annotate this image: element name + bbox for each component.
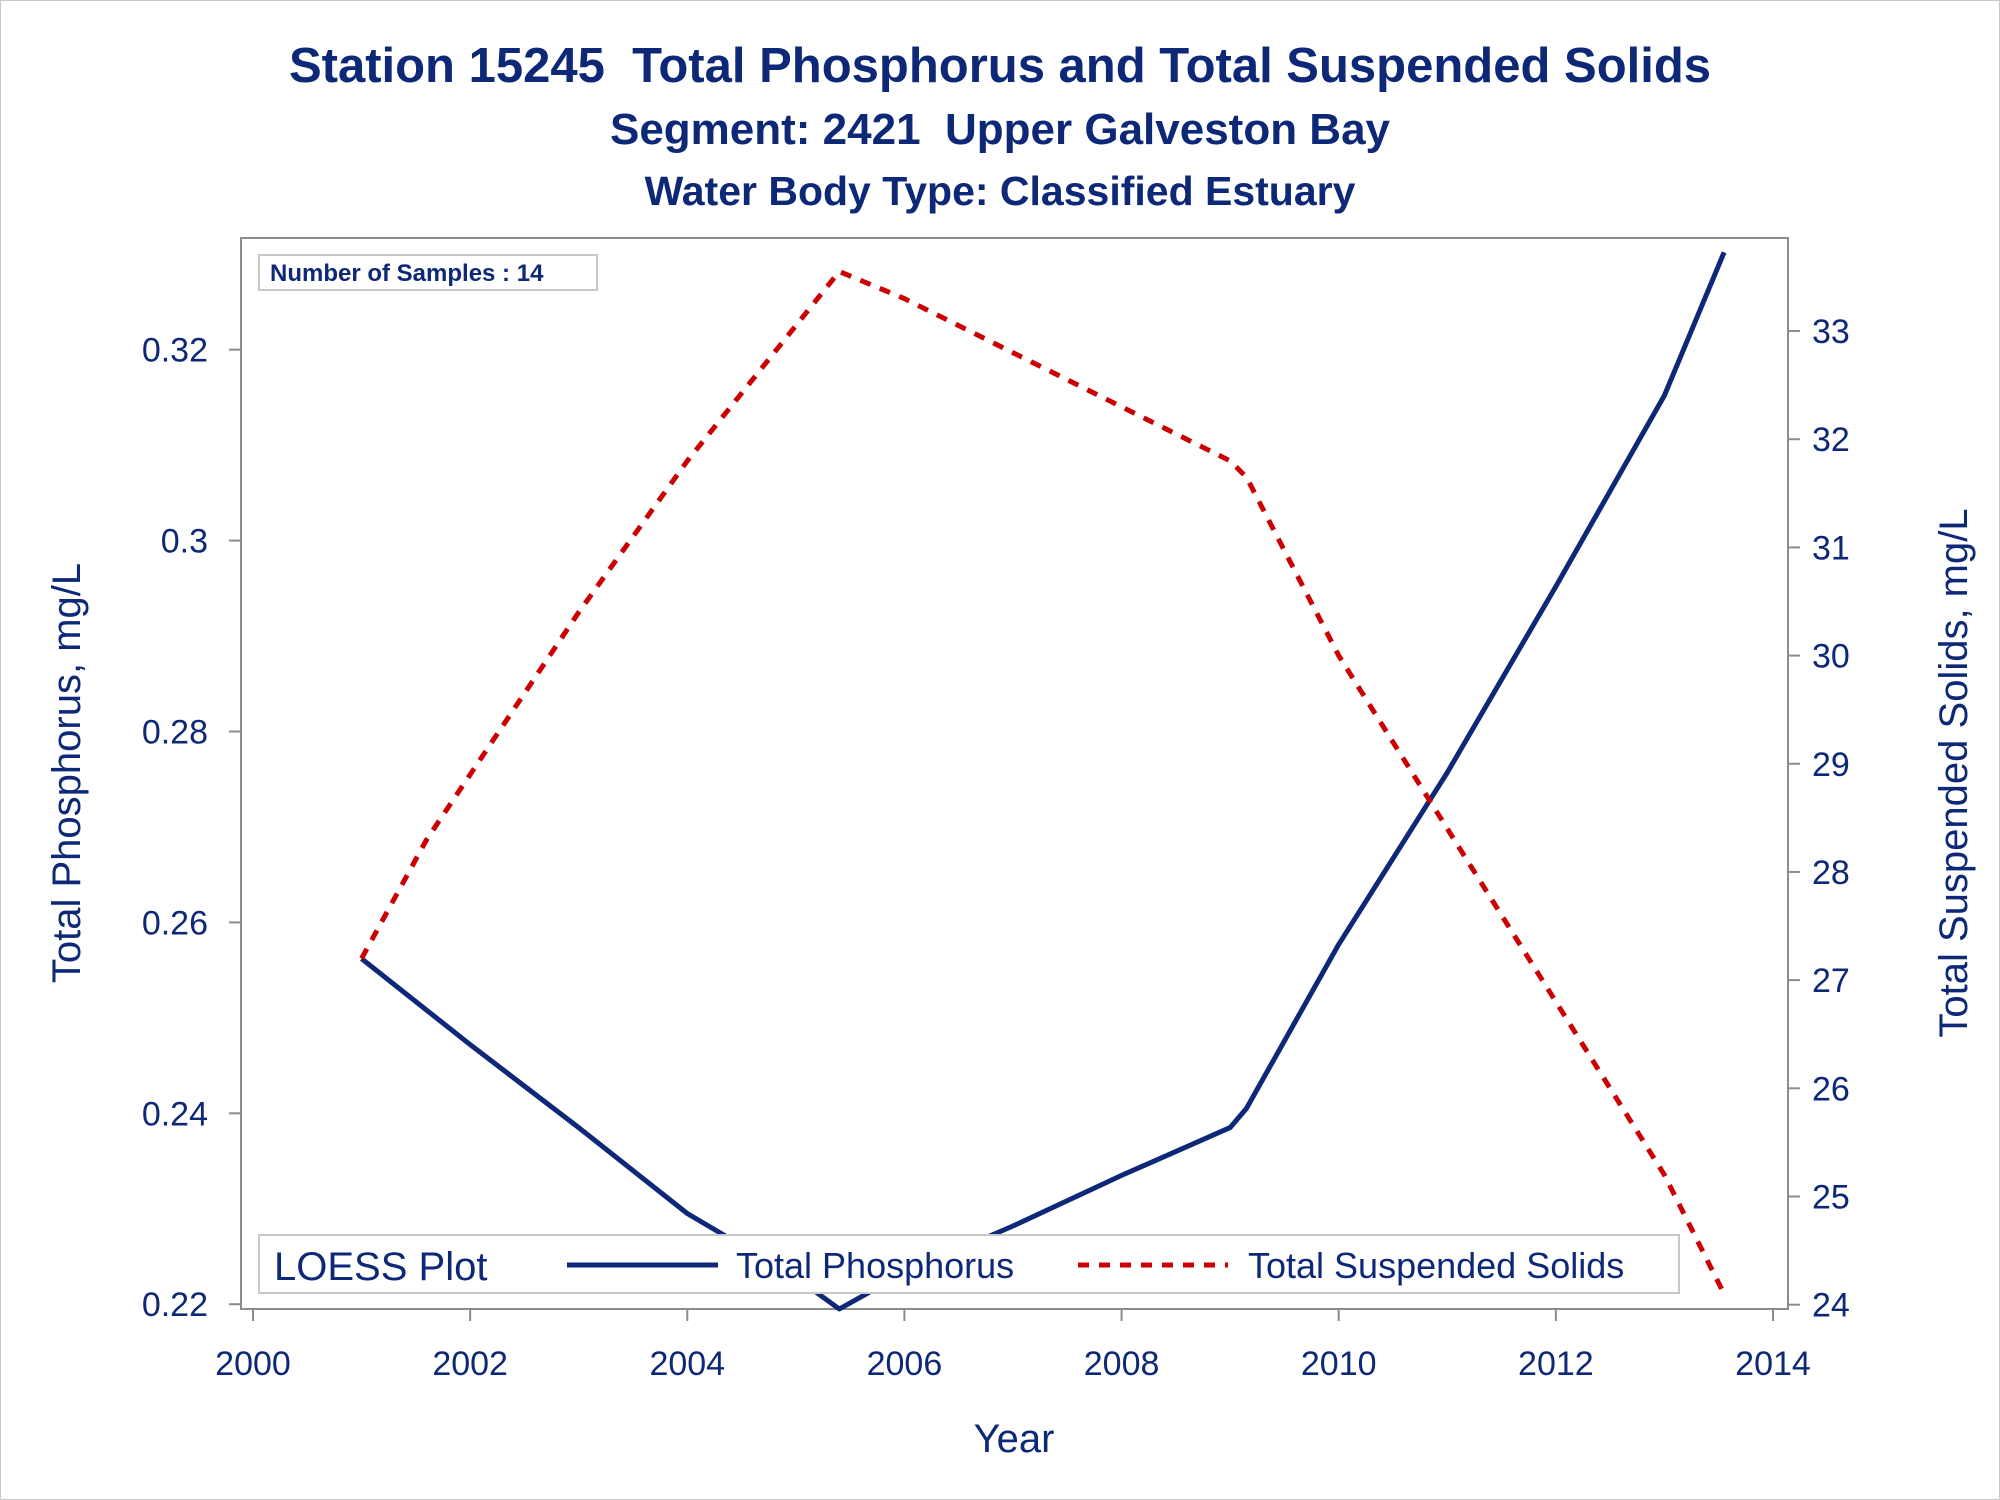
x-axis: 2000 2002 2004 2006 2008 2010 2012 2014 (215, 1309, 1811, 1383)
chart-title: Station 15245 Total Phosphorus and Total… (288, 39, 1712, 93)
y2-tick-label: 31 (1812, 529, 1850, 567)
legend: LOESS Plot Total Phosphorus Total Suspen… (258, 1234, 1680, 1294)
legend-box (258, 1234, 1680, 1294)
y2-tick-label: 33 (1812, 313, 1850, 351)
y-axis-left-title: Total Phosphorus, mg/L (45, 563, 89, 983)
legend-label-total-phosphorus: Total Phosphorus (736, 1245, 1014, 1286)
series-line-total-phosphorus (360, 251, 1727, 1312)
x-tick-label: 2010 (1301, 1345, 1377, 1383)
y2-tick-label: 26 (1812, 1070, 1850, 1108)
sample-count-inset: Number of Samples : 14 (258, 254, 598, 291)
legend-label-total-suspended-solids: Total Suspended Solids (1248, 1245, 1624, 1286)
y2-tick-label: 24 (1812, 1287, 1850, 1325)
y2-tick-label: 28 (1812, 854, 1850, 892)
x-tick-label: 2012 (1518, 1345, 1594, 1383)
y-axis-left: 0.22 0.24 0.26 0.28 0.3 0.32 (142, 332, 241, 1324)
y2-tick-label: 25 (1812, 1178, 1850, 1216)
plot-area (240, 237, 1789, 1310)
sample-count-text: Number of Samples : 14 (270, 260, 544, 287)
y-tick-label: 0.32 (142, 332, 208, 370)
y2-tick-label: 32 (1812, 421, 1850, 459)
series-line-total-suspended-solids (359, 269, 1727, 1296)
y-tick-label: 0.22 (142, 1286, 208, 1324)
y-axis-right: 24 25 26 27 28 29 30 31 32 33 (1788, 313, 1850, 1325)
y-tick-label: 0.28 (142, 714, 208, 752)
y2-tick-label: 30 (1812, 638, 1850, 676)
x-tick-label: 2002 (432, 1345, 508, 1383)
y2-tick-label: 27 (1812, 962, 1850, 1000)
chart-subtitle-water-body: Water Body Type: Classified Estuary (644, 168, 1356, 214)
y-axis-right-title: Total Suspended Solids, mg/L (1932, 508, 1976, 1037)
x-tick-label: 2004 (649, 1345, 725, 1383)
sample-count-box (258, 254, 598, 291)
y-tick-label: 0.26 (142, 904, 208, 942)
chart-subtitle-segment: Segment: 2421 Upper Galveston Bay (609, 105, 1391, 154)
y2-tick-label: 29 (1812, 746, 1850, 784)
y-tick-label: 0.24 (142, 1095, 208, 1133)
x-tick-label: 2014 (1735, 1345, 1811, 1383)
y-tick-label: 0.3 (161, 523, 208, 561)
x-axis-title: Year (974, 1417, 1055, 1461)
x-tick-label: 2000 (215, 1345, 291, 1383)
legend-title: LOESS Plot (274, 1245, 487, 1289)
series-layer (359, 251, 1727, 1312)
x-tick-label: 2006 (867, 1345, 943, 1383)
x-tick-label: 2008 (1084, 1345, 1160, 1383)
